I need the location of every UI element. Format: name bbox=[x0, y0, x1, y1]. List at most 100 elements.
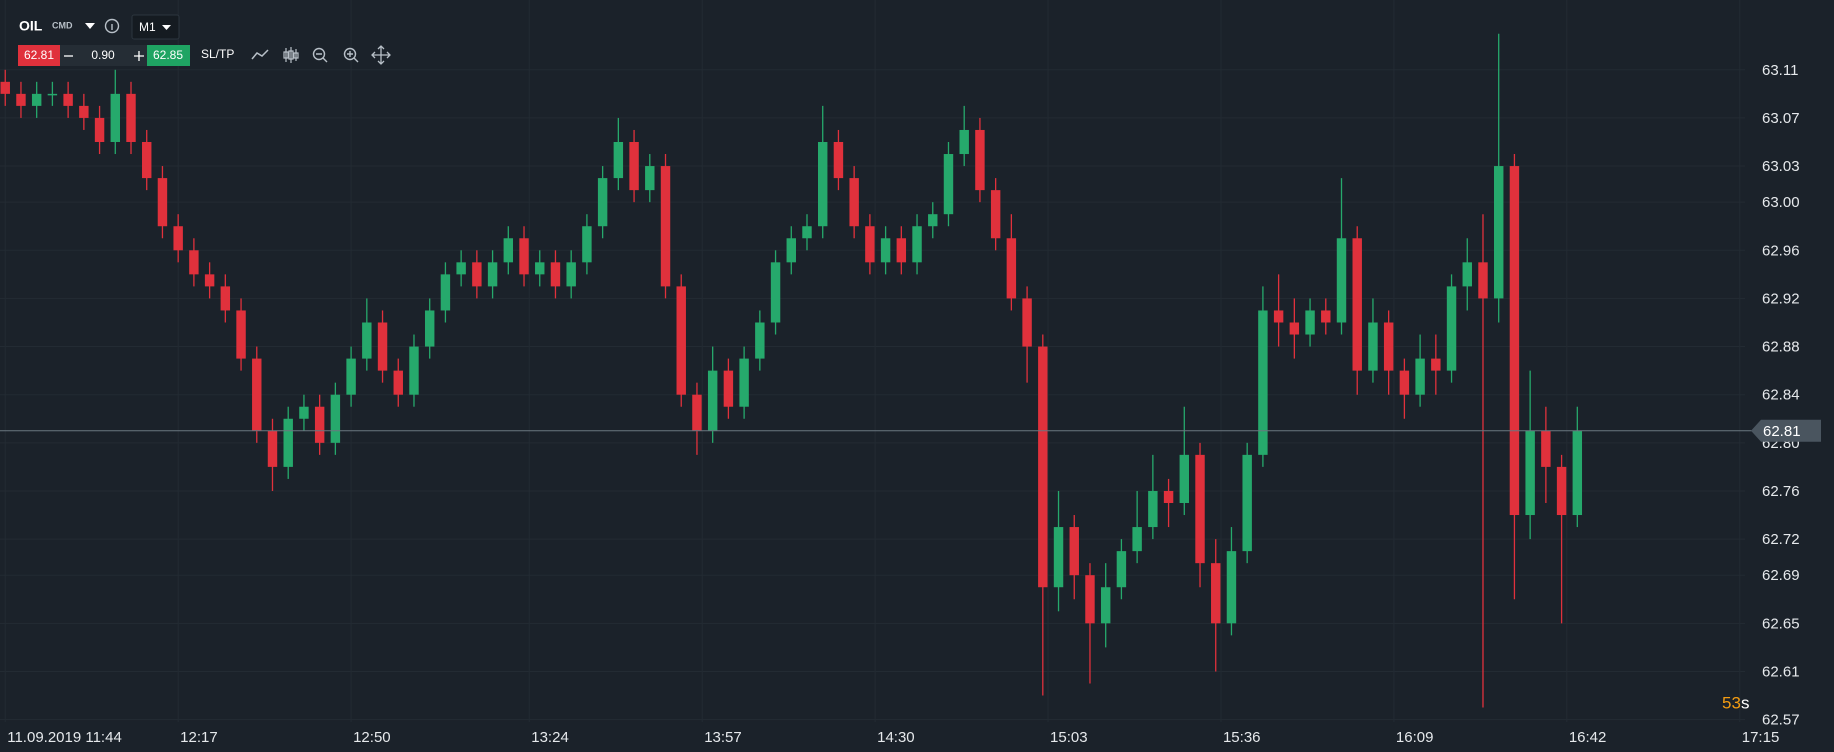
candle-body bbox=[1525, 430, 1535, 516]
candle-body bbox=[126, 93, 136, 142]
candle-body bbox=[833, 141, 844, 179]
countdown-value: 53 bbox=[1722, 693, 1741, 712]
candle-body bbox=[1572, 430, 1583, 516]
sell-button[interactable] bbox=[18, 45, 60, 66]
candle-body bbox=[346, 358, 356, 395]
candle-body bbox=[16, 93, 26, 106]
last-price-tag bbox=[1751, 419, 1821, 442]
candle-body bbox=[1352, 238, 1362, 371]
candle-body bbox=[1368, 322, 1378, 371]
x-tick-label: 17:15 bbox=[1742, 729, 1780, 746]
candle-body bbox=[1541, 430, 1551, 467]
candle-body bbox=[880, 238, 891, 263]
candle-body bbox=[157, 178, 168, 227]
candle-body bbox=[1038, 346, 1048, 588]
x-tick-label: 11.09.2019 11:44 bbox=[7, 729, 122, 746]
info-icon[interactable] bbox=[104, 18, 120, 34]
y-tick-label: 63.11 bbox=[1762, 62, 1798, 79]
candle-body bbox=[1163, 490, 1174, 503]
x-tick-label: 15:03 bbox=[1050, 729, 1088, 746]
candle-body bbox=[990, 190, 1001, 239]
candle-body bbox=[236, 310, 246, 359]
candle-body bbox=[975, 129, 985, 191]
candle-body bbox=[173, 226, 183, 251]
candle-body bbox=[786, 238, 796, 263]
candle-body bbox=[94, 117, 105, 142]
candle-body bbox=[692, 394, 702, 431]
zoom-in-mark bbox=[347, 51, 359, 63]
candle-body bbox=[1383, 322, 1394, 371]
symbol[interactable]: OIL bbox=[19, 18, 43, 34]
plus-button[interactable] bbox=[134, 51, 144, 61]
candle-body bbox=[377, 322, 388, 371]
candle-body bbox=[1336, 238, 1347, 323]
x-tick-label: 13:24 bbox=[531, 729, 569, 746]
candle-body bbox=[1415, 358, 1425, 395]
candle-body bbox=[660, 166, 671, 287]
candle-body bbox=[424, 310, 435, 347]
candle-body bbox=[566, 262, 576, 287]
candle-body bbox=[393, 370, 403, 395]
candle-body bbox=[802, 226, 812, 239]
timeframe[interactable]: M1 bbox=[139, 20, 156, 34]
candle-body bbox=[189, 250, 199, 275]
y-tick-label: 62.84 bbox=[1762, 387, 1800, 404]
overlay: 63.11 63.07 63.03 63.00 62.96 62.92 62.88 62.84… bbox=[0, 62, 1821, 746]
x-tick-label: 14:30 bbox=[877, 729, 915, 746]
buy-button[interactable] bbox=[147, 45, 190, 66]
zoom-in-icon[interactable] bbox=[343, 47, 357, 61]
candles-icon[interactable] bbox=[283, 47, 299, 63]
candle-body bbox=[314, 406, 325, 443]
candle-body bbox=[865, 226, 875, 263]
candle-body bbox=[63, 93, 73, 106]
candle-body bbox=[1116, 551, 1127, 588]
candle-body bbox=[1022, 298, 1032, 347]
timeframe-box[interactable] bbox=[131, 14, 180, 40]
candle-body bbox=[330, 394, 341, 443]
market: CMD bbox=[52, 20, 73, 30]
zoom-out-icon[interactable] bbox=[312, 47, 326, 61]
candle-body bbox=[220, 286, 231, 311]
timeframe-dropdown[interactable] bbox=[162, 25, 171, 30]
candle-body bbox=[676, 286, 686, 395]
candle-body bbox=[1132, 527, 1142, 552]
sell-price[interactable]: 62.81 bbox=[24, 48, 54, 62]
candle-body bbox=[456, 262, 466, 275]
candle-body bbox=[362, 322, 372, 359]
candle-body bbox=[0, 81, 10, 94]
last-price-label: 62.81 bbox=[1763, 423, 1801, 440]
candle-body bbox=[1446, 286, 1457, 371]
crosshair-icon[interactable] bbox=[371, 45, 391, 65]
y-tick-label: 63.07 bbox=[1762, 110, 1800, 127]
candle-body bbox=[818, 141, 828, 227]
buy-price[interactable]: 62.85 bbox=[153, 48, 183, 62]
candle-body bbox=[1556, 466, 1567, 516]
candle-body bbox=[597, 178, 608, 227]
candle-body bbox=[1069, 527, 1079, 576]
quantity[interactable]: 0.90 bbox=[91, 48, 115, 62]
candle-body bbox=[1509, 166, 1520, 516]
zoom-out-mark bbox=[316, 53, 328, 63]
candle-body bbox=[943, 154, 954, 215]
symbol-dropdown[interactable] bbox=[85, 23, 95, 29]
quantity-box[interactable] bbox=[60, 45, 147, 66]
candle-body bbox=[1085, 575, 1095, 624]
candle-body bbox=[472, 262, 482, 287]
candle-body bbox=[487, 262, 498, 287]
sl-tp[interactable]: SL/TP bbox=[201, 47, 234, 61]
y-tick-label: 62.57 bbox=[1762, 712, 1800, 729]
y-tick-label: 63.00 bbox=[1762, 194, 1800, 211]
candle-body bbox=[849, 178, 859, 227]
candle-body bbox=[723, 370, 734, 407]
candle-body bbox=[928, 214, 938, 227]
y-tick-label: 62.76 bbox=[1762, 483, 1800, 500]
line-chart-icon[interactable] bbox=[251, 49, 269, 60]
candle-body bbox=[204, 274, 215, 287]
y-tick-label: 62.69 bbox=[1762, 567, 1800, 584]
y-tick-label: 62.72 bbox=[1762, 531, 1800, 548]
candle-body bbox=[1179, 454, 1190, 503]
candle-body bbox=[896, 238, 907, 263]
candle-body bbox=[1462, 262, 1472, 287]
x-tick-label: 15:36 bbox=[1223, 729, 1261, 746]
